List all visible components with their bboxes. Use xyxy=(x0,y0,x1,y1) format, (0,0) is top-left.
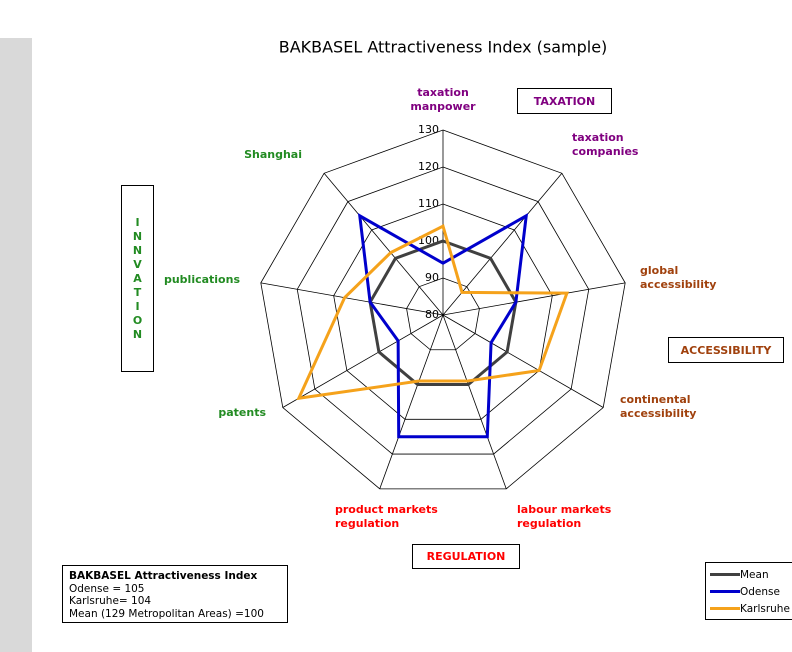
category-label: global accessibility xyxy=(640,264,717,291)
legend-item: Karlsruhe xyxy=(706,600,792,617)
category-label: taxation companies xyxy=(572,131,639,158)
legend-label: Odense xyxy=(740,585,780,598)
legend: Mean Odense Karlsruhe xyxy=(705,562,792,620)
grid-ring xyxy=(296,166,590,455)
legend-item: Mean xyxy=(706,566,792,583)
series-line xyxy=(357,213,529,439)
spoke xyxy=(260,282,444,316)
r-tick-label: 120 xyxy=(418,160,439,173)
spoke xyxy=(323,173,444,316)
category-label: Shanghai xyxy=(244,148,302,161)
group-box: INNVATION xyxy=(121,185,154,372)
grid-ring xyxy=(333,203,553,420)
grid-ring xyxy=(260,129,626,490)
chart-title: BAKBASEL Attractiveness Index (sample) xyxy=(279,38,608,57)
category-label: taxation manpower xyxy=(410,86,476,113)
category-label: continental accessibility xyxy=(620,393,697,420)
info-line: Mean (129 Metropolitan Areas) =100 xyxy=(69,607,264,620)
info-title: BAKBASEL Attractiveness Index xyxy=(69,570,258,582)
r-tick-label: 80 xyxy=(425,308,439,321)
legend-swatch xyxy=(710,590,740,593)
category-label: publications xyxy=(163,273,240,286)
series-line xyxy=(296,224,570,401)
category-label: labour markets regulation xyxy=(517,503,612,530)
info-line: Odense = 105 xyxy=(69,582,145,595)
legend-swatch xyxy=(710,573,740,576)
legend-label: Mean xyxy=(740,568,769,581)
group-box: ACCESSIBILITY xyxy=(668,337,784,363)
category-label: patents xyxy=(218,406,266,419)
info-box: BAKBASEL Attractiveness Index Odense = 1… xyxy=(62,565,288,623)
category-label: product markets regulation xyxy=(335,503,438,530)
group-box: REGULATION xyxy=(412,544,520,569)
spoke xyxy=(442,282,626,316)
legend-swatch xyxy=(710,607,740,610)
r-tick-label: 90 xyxy=(425,271,439,284)
info-line: Karlsruhe= 104 xyxy=(69,595,152,607)
r-tick-label: 110 xyxy=(418,197,439,210)
legend-item: Odense xyxy=(706,583,792,600)
spoke xyxy=(442,314,507,489)
spoke xyxy=(282,314,444,408)
side-strip xyxy=(0,38,32,652)
legend-label: Karlsruhe xyxy=(740,602,790,615)
spoke xyxy=(442,314,604,408)
r-tick-label: 130 xyxy=(418,123,439,136)
series-line xyxy=(368,239,518,387)
group-box: TAXATION xyxy=(517,88,612,114)
spoke xyxy=(379,314,444,489)
grid-ring xyxy=(406,277,480,351)
